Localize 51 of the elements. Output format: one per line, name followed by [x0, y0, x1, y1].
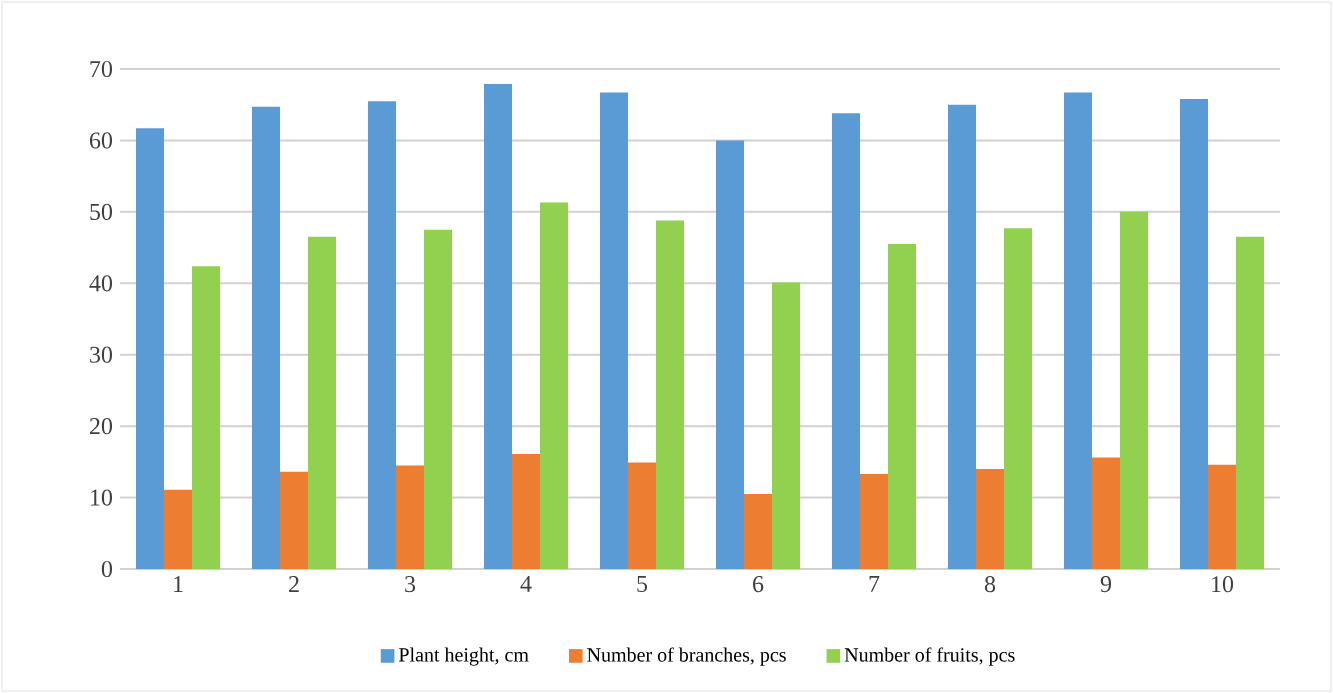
- bar: [656, 220, 685, 569]
- bar: [164, 489, 192, 569]
- bar: [368, 101, 397, 569]
- bar: [1004, 228, 1033, 569]
- bar: [1064, 92, 1093, 569]
- bar: [252, 106, 280, 569]
- bar: [832, 113, 861, 569]
- legend-label: Number of fruits, pcs: [844, 647, 1015, 666]
- legend-label: Number of branches, pcs: [587, 647, 786, 666]
- bar: [424, 229, 453, 569]
- y-tick-label: 50: [90, 203, 113, 220]
- bar: [1208, 464, 1237, 569]
- x-tick-label: 4: [520, 576, 532, 592]
- bar: [540, 202, 569, 569]
- x-tick-label: 6: [753, 576, 764, 593]
- bar: [1236, 236, 1265, 569]
- y-tick-label: 10: [91, 489, 113, 506]
- bar: [192, 266, 221, 569]
- x-tick-label: 2: [289, 576, 299, 592]
- y-tick-label: 0: [101, 560, 113, 578]
- bar: [976, 469, 1005, 569]
- bar: [716, 140, 745, 569]
- bar: [860, 474, 889, 569]
- y-tick-label: 60: [89, 132, 113, 149]
- x-tick-label: 9: [1100, 576, 1112, 593]
- bar: [1092, 457, 1121, 569]
- x-tick-label: 10: [1212, 576, 1234, 593]
- bar: [628, 462, 657, 569]
- bar: [512, 454, 541, 569]
- bar: [308, 236, 337, 569]
- x-tick-label: 5: [637, 576, 648, 592]
- x-tick-label: 3: [405, 576, 416, 593]
- bar: [1180, 99, 1209, 569]
- y-tick-label: 40: [89, 275, 113, 292]
- bar: [396, 465, 425, 569]
- bar: [948, 104, 977, 569]
- bar: [744, 494, 773, 569]
- x-tick-label: 8: [984, 576, 996, 593]
- x-tick-label: 7: [869, 576, 880, 592]
- y-tick-label: 30: [90, 346, 113, 363]
- bar: [280, 471, 309, 569]
- y-tick-label: 20: [90, 418, 113, 435]
- x-tick-label: 1: [174, 576, 183, 592]
- bar: [600, 92, 629, 569]
- bar: [136, 128, 165, 569]
- y-tick-label: 70: [90, 60, 113, 78]
- bar: [484, 84, 513, 569]
- bar: [888, 244, 917, 569]
- bar: [772, 282, 801, 569]
- legend-label: Plant height, cm: [398, 647, 529, 666]
- bar: [1120, 211, 1149, 569]
